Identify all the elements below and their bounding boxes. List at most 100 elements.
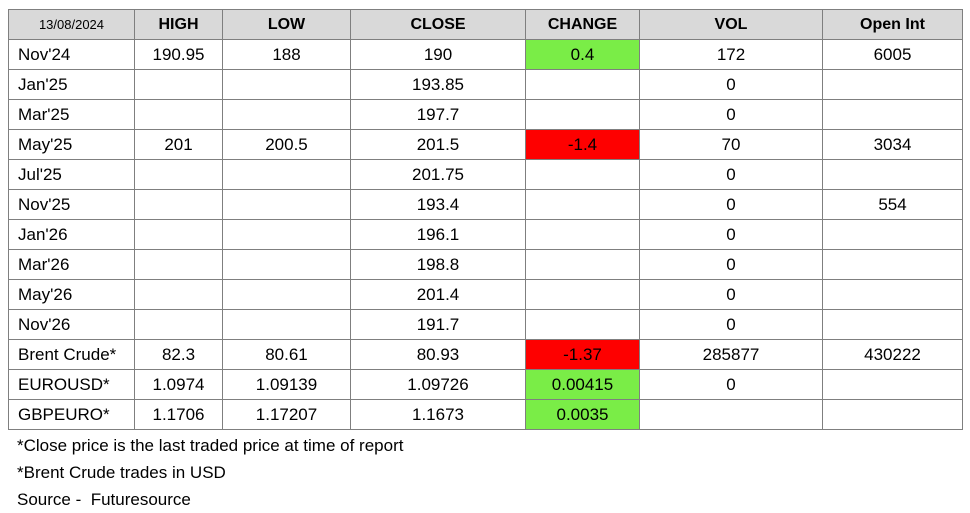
cell-contract: Nov'24 <box>8 39 135 70</box>
cell-vol: 172 <box>639 39 823 70</box>
cell-high <box>134 309 223 340</box>
cell-contract: EUROUSD* <box>8 369 135 400</box>
table-row: Nov'26 191.7 0 <box>8 309 963 340</box>
cell-vol: 0 <box>639 369 823 400</box>
cell-close: 201.5 <box>350 129 526 160</box>
cell-change <box>525 219 640 250</box>
cell-change <box>525 159 640 190</box>
cell-open-int <box>822 99 963 130</box>
cell-contract: Nov'25 <box>8 189 135 220</box>
cell-high <box>134 249 223 280</box>
cell-open-int <box>822 249 963 280</box>
table-body: Nov'24 190.95 188 190 0.4 172 6005 Jan'25 193.85… <box>8 39 963 430</box>
table-row: Nov'25 193.4 0 554 <box>8 189 963 220</box>
cell-low <box>222 99 351 130</box>
cell-vol: 285877 <box>639 339 823 370</box>
cell-vol: 0 <box>639 279 823 310</box>
cell-contract: Jan'26 <box>8 219 135 250</box>
cell-close: 196.1 <box>350 219 526 250</box>
cell-close: 1.09726 <box>350 369 526 400</box>
cell-low: 1.17207 <box>222 399 351 430</box>
column-header-open-int: Open Int <box>822 9 963 40</box>
cell-open-int <box>822 219 963 250</box>
cell-vol: 70 <box>639 129 823 160</box>
cell-close: 190 <box>350 39 526 70</box>
cell-open-int <box>822 399 963 430</box>
table-header-row: 13/08/2024 HIGH LOW CLOSE CHANGE VOL Ope… <box>8 9 963 40</box>
cell-high: 201 <box>134 129 223 160</box>
cell-high: 82.3 <box>134 339 223 370</box>
cell-change <box>525 69 640 100</box>
table-row: Jul'25 201.75 0 <box>8 159 963 190</box>
cell-open-int: 3034 <box>822 129 963 160</box>
table-row: Nov'24 190.95 188 190 0.4 172 6005 <box>8 39 963 70</box>
table-row: GBPEURO* 1.1706 1.17207 1.1673 0.0035 <box>8 399 963 430</box>
cell-low: 1.09139 <box>222 369 351 400</box>
cell-high <box>134 69 223 100</box>
column-header-change: CHANGE <box>525 9 640 40</box>
cell-contract: May'26 <box>8 279 135 310</box>
table-row: May'26 201.4 0 <box>8 279 963 310</box>
cell-low <box>222 159 351 190</box>
cell-vol <box>639 399 823 430</box>
cell-contract: Mar'25 <box>8 99 135 130</box>
footnote-brent-currency: *Brent Crude trades in USD <box>17 463 226 482</box>
cell-contract: Brent Crude* <box>8 339 135 370</box>
cell-open-int <box>822 159 963 190</box>
cell-low: 188 <box>222 39 351 70</box>
cell-high <box>134 219 223 250</box>
column-header-high: HIGH <box>134 9 223 40</box>
cell-close: 191.7 <box>350 309 526 340</box>
futures-price-table: 13/08/2024 HIGH LOW CLOSE CHANGE VOL Ope… <box>8 9 963 430</box>
cell-change: 0.0035 <box>525 399 640 430</box>
cell-high: 190.95 <box>134 39 223 70</box>
cell-high: 1.1706 <box>134 399 223 430</box>
cell-change: 0.00415 <box>525 369 640 400</box>
footnote-close-price: *Close price is the last traded price at… <box>17 436 404 455</box>
cell-change: -1.4 <box>525 129 640 160</box>
cell-contract: Nov'26 <box>8 309 135 340</box>
cell-open-int <box>822 279 963 310</box>
cell-close: 193.4 <box>350 189 526 220</box>
cell-high <box>134 99 223 130</box>
cell-low: 80.61 <box>222 339 351 370</box>
cell-change <box>525 249 640 280</box>
cell-change: -1.37 <box>525 339 640 370</box>
column-header-vol: VOL <box>639 9 823 40</box>
cell-change <box>525 99 640 130</box>
footnote-source: Source - Futuresource <box>17 490 191 509</box>
cell-vol: 0 <box>639 189 823 220</box>
cell-change <box>525 279 640 310</box>
cell-vol: 0 <box>639 99 823 130</box>
cell-low <box>222 249 351 280</box>
cell-close: 201.75 <box>350 159 526 190</box>
cell-high: 1.0974 <box>134 369 223 400</box>
cell-contract: Jul'25 <box>8 159 135 190</box>
cell-change <box>525 189 640 220</box>
cell-low <box>222 309 351 340</box>
cell-close: 1.1673 <box>350 399 526 430</box>
cell-open-int <box>822 309 963 340</box>
column-header-low: LOW <box>222 9 351 40</box>
cell-high <box>134 189 223 220</box>
cell-low <box>222 279 351 310</box>
cell-open-int: 6005 <box>822 39 963 70</box>
table-row: Brent Crude* 82.3 80.61 80.93 -1.37 285877 430… <box>8 339 963 370</box>
cell-low <box>222 219 351 250</box>
cell-close: 198.8 <box>350 249 526 280</box>
table-row: Jan'26 196.1 0 <box>8 219 963 250</box>
cell-vol: 0 <box>639 69 823 100</box>
cell-open-int <box>822 369 963 400</box>
cell-change: 0.4 <box>525 39 640 70</box>
table-row: Mar'25 197.7 0 <box>8 99 963 130</box>
cell-contract: Jan'25 <box>8 69 135 100</box>
cell-contract: GBPEURO* <box>8 399 135 430</box>
cell-contract: Mar'26 <box>8 249 135 280</box>
cell-low <box>222 69 351 100</box>
cell-high <box>134 159 223 190</box>
cell-close: 201.4 <box>350 279 526 310</box>
table-row: Mar'26 198.8 0 <box>8 249 963 280</box>
cell-change <box>525 309 640 340</box>
table-row: May'25 201 200.5 201.5 -1.4 70 3034 <box>8 129 963 160</box>
report-date: 13/08/2024 <box>8 9 135 40</box>
